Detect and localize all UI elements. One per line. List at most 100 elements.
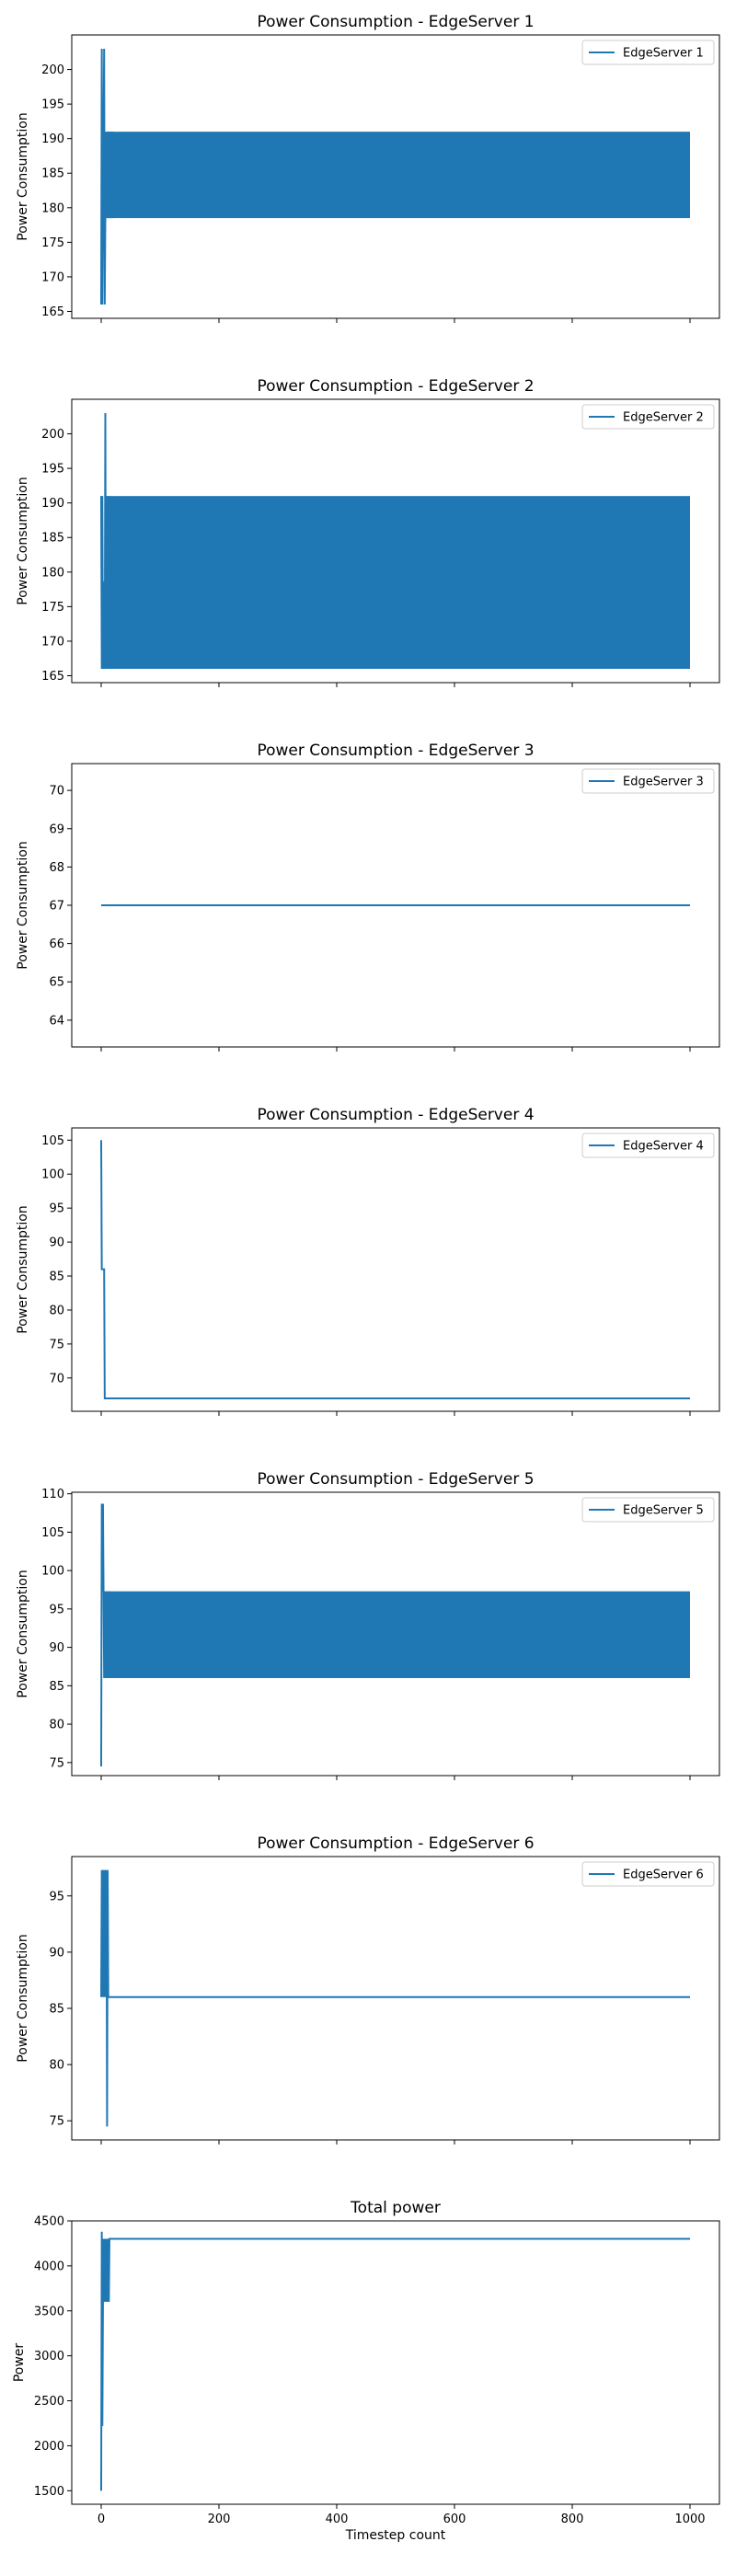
- axes-frame: [71, 398, 720, 684]
- chart-1: Power Consumption - EdgeServer 1 Power Co…: [16, 13, 720, 323]
- series-oscillation-band: [107, 132, 690, 219]
- y-tick-label: 3000: [34, 2350, 64, 2363]
- axes-frame: [71, 1491, 720, 1777]
- axes-frame: [71, 34, 720, 319]
- y-tick-label: 165: [41, 305, 64, 319]
- plot-area: [100, 1503, 691, 1766]
- series-line-1: [100, 49, 114, 305]
- y-tick-label: 66: [49, 937, 64, 951]
- y-tick-label: 75: [49, 1756, 64, 1770]
- y-tick-label: 70: [49, 1372, 64, 1386]
- y-tick-label: 65: [49, 976, 64, 990]
- y-tick-label: 69: [49, 822, 64, 836]
- legend-label: EdgeServer 6: [623, 1869, 704, 1882]
- y-tick-label: 90: [49, 1641, 64, 1655]
- x-tick-label: 1000: [674, 2513, 705, 2526]
- y-tick-label: 195: [41, 463, 64, 477]
- y-tick-label: 200: [41, 63, 64, 77]
- y-axis-label: Power Consumption: [16, 841, 30, 970]
- y-tick-label: 110: [41, 1488, 64, 1501]
- chart-6: Power Consumption - EdgeServer 6 Power Co…: [16, 1834, 720, 2145]
- y-tick-label: 195: [41, 98, 64, 112]
- legend-box: [581, 1861, 715, 1887]
- legend-box: [581, 40, 715, 65]
- legend-label: EdgeServer 1: [623, 47, 704, 61]
- y-tick-label: 170: [41, 635, 64, 649]
- y-tick-label: 185: [41, 167, 64, 181]
- y-axis-label: Power Consumption: [16, 1934, 30, 2063]
- y-axis-label: Power Consumption: [16, 1205, 30, 1334]
- x-tick-label: 600: [443, 2513, 466, 2526]
- axes-frame: [71, 1856, 720, 2141]
- y-tick-label: 95: [49, 1890, 64, 1903]
- plot-area: [100, 1869, 690, 2127]
- y-tick-label: 105: [41, 1134, 64, 1148]
- series-oscillation-band: [108, 1591, 691, 1678]
- plot-area: [100, 2231, 690, 2491]
- y-tick-label: 4000: [34, 2260, 64, 2273]
- chart-title: Power Consumption - EdgeServer 5: [257, 1470, 534, 1489]
- chart-2: Power Consumption - EdgeServer 2 Power Co…: [16, 377, 720, 687]
- axes-frame: [71, 2220, 720, 2505]
- series-line-1: [100, 1140, 690, 1399]
- y-tick-label: 185: [41, 532, 64, 546]
- legend: EdgeServer 5: [581, 1497, 715, 1523]
- y-tick-label: 68: [49, 861, 64, 875]
- y-tick-label: 175: [41, 236, 64, 250]
- y-tick-label: 4500: [34, 2215, 64, 2229]
- legend-box: [581, 1133, 715, 1158]
- y-tick-label: 80: [49, 1304, 64, 1317]
- x-tick-label: 200: [208, 2513, 231, 2526]
- y-tick-label: 190: [41, 497, 64, 511]
- y-tick-label: 75: [49, 2115, 64, 2129]
- chart-title: Power Consumption - EdgeServer 4: [257, 1106, 534, 1124]
- legend-label: EdgeServer 3: [623, 776, 704, 789]
- plot-area: [100, 413, 690, 669]
- y-tick-label: 105: [41, 1526, 64, 1540]
- y-axis-label: Power Consumption: [16, 112, 30, 241]
- y-tick-label: 165: [41, 670, 64, 684]
- y-tick-label: 190: [41, 132, 64, 146]
- axes-frame: [71, 1127, 720, 1412]
- y-tick-label: 70: [49, 785, 64, 799]
- legend: EdgeServer 2: [581, 404, 715, 430]
- legend: EdgeServer 4: [581, 1133, 715, 1158]
- x-tick-label: 400: [326, 2513, 349, 2526]
- y-tick-label: 85: [49, 1271, 64, 1284]
- chart-title: Power Consumption - EdgeServer 1: [257, 13, 534, 31]
- legend-box: [581, 1497, 715, 1523]
- legend-box: [581, 768, 715, 794]
- y-tick-label: 200: [41, 428, 64, 442]
- plot-area: [100, 1140, 690, 1399]
- y-tick-label: 85: [49, 2003, 64, 2017]
- y-tick-label: 75: [49, 1338, 64, 1351]
- chart-title: Total power: [350, 2199, 441, 2217]
- y-tick-label: 95: [49, 1202, 64, 1216]
- y-tick-label: 85: [49, 1680, 64, 1694]
- series-line-1: [100, 413, 109, 669]
- x-axis-label: Timestep count: [345, 2528, 446, 2543]
- y-tick-label: 100: [41, 1168, 64, 1182]
- legend: EdgeServer 3: [581, 768, 715, 794]
- y-tick-label: 1500: [34, 2485, 64, 2499]
- legend: EdgeServer 6: [581, 1861, 715, 1887]
- chart-3: Power Consumption - EdgeServer 3 Power Co…: [16, 742, 720, 1052]
- y-tick-label: 90: [49, 1946, 64, 1960]
- y-axis-label: Power Consumption: [16, 477, 30, 605]
- legend-box: [581, 404, 715, 430]
- chart-title: Power Consumption - EdgeServer 2: [257, 377, 534, 396]
- chart-4: Power Consumption - EdgeServer 4 Power Co…: [16, 1106, 720, 1416]
- legend-label: EdgeServer 2: [623, 411, 704, 425]
- y-tick-label: 90: [49, 1236, 64, 1250]
- y-tick-label: 2000: [34, 2440, 64, 2454]
- chart-title: Power Consumption - EdgeServer 6: [257, 1834, 534, 1853]
- y-tick-label: 100: [41, 1565, 64, 1579]
- y-tick-label: 180: [41, 566, 64, 580]
- y-tick-label: 80: [49, 1719, 64, 1732]
- series-oscillation-band: [107, 496, 690, 669]
- y-tick-label: 180: [41, 201, 64, 215]
- series-line-1: [100, 1503, 110, 1766]
- y-axis-label: Power: [12, 2343, 27, 2383]
- y-tick-label: 3500: [34, 2305, 64, 2318]
